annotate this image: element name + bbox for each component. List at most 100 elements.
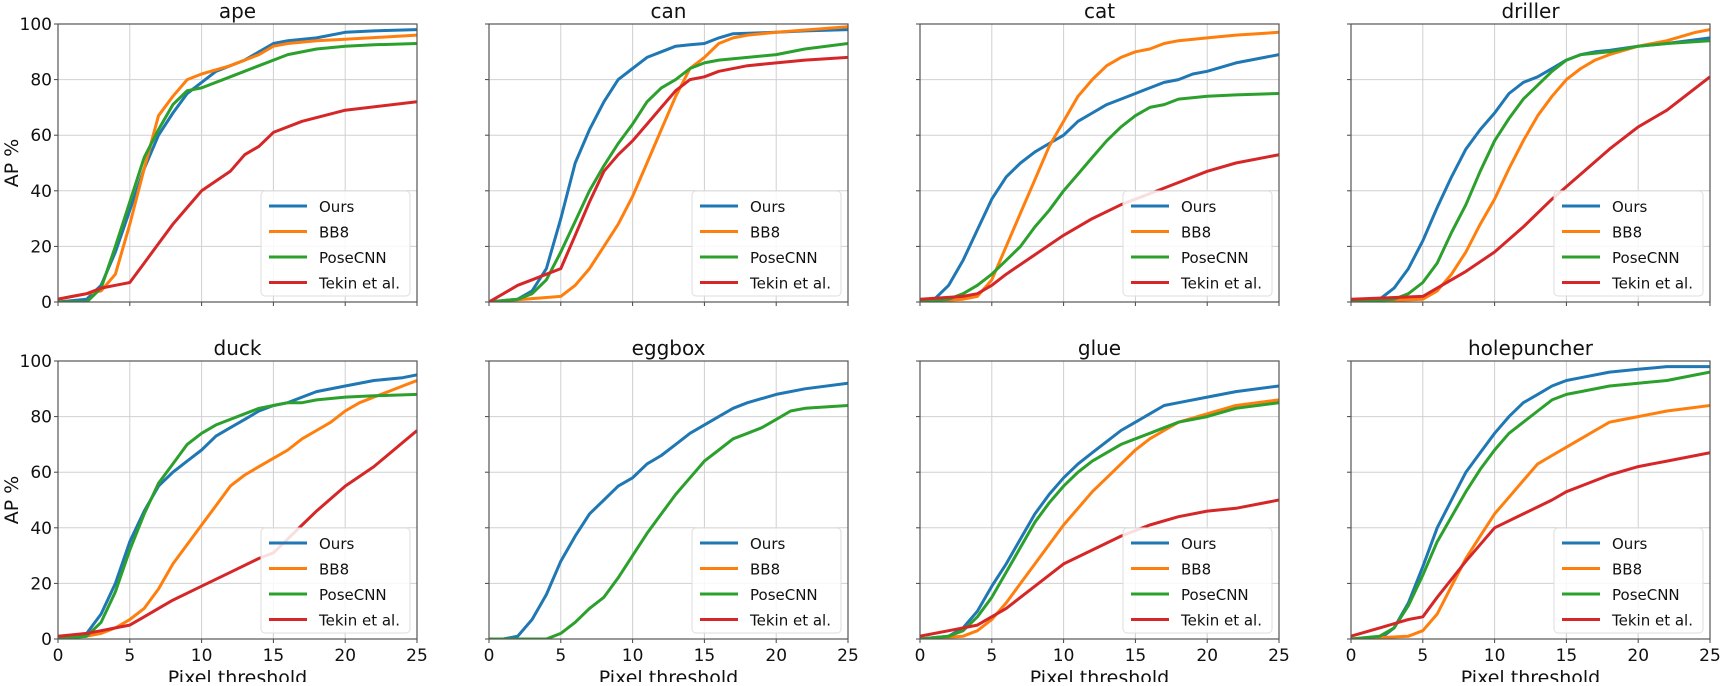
- y-tick-label: 0: [41, 630, 52, 650]
- series-line-ours: [58, 28, 417, 302]
- subplot-holepuncher: holepuncher 0 5 10 15 20 25 Pixel threshold Ours…: [1346, 336, 1721, 686]
- x-tick-label: 20: [334, 646, 356, 666]
- legend-box: [260, 527, 411, 634]
- legend-box: [260, 190, 411, 297]
- legend-box: [1122, 527, 1273, 634]
- axes-frame: [1350, 360, 1711, 640]
- legend-label: Tekin et al.: [1180, 275, 1262, 293]
- legend-box: [1122, 190, 1273, 297]
- series-line-bb8: [1351, 404, 1710, 639]
- x-tick-label: 10: [1053, 646, 1075, 666]
- series-line-ours: [58, 373, 417, 639]
- series-line-bb8: [489, 25, 848, 302]
- legend-label: Ours: [1181, 198, 1216, 216]
- subplot-title: can: [651, 0, 687, 23]
- series-line-posecnn: [58, 42, 417, 302]
- y-tick-label: 0: [41, 293, 52, 313]
- x-tick-label: 15: [694, 646, 716, 666]
- x-tick-label: 25: [837, 646, 859, 666]
- legend-label: Tekin et al.: [749, 612, 831, 630]
- legend: Ours BB8 PoseCNN Tekin et al.: [1122, 190, 1273, 297]
- subplot-glue: glue 0 5 10 15 20 25 Pixel threshold Ours BB8 Pose…: [915, 336, 1290, 686]
- subplot-duck: duck 0 5 10 15 20 25 0 20 40 60 80 100 Pixel threshol…: [1, 336, 428, 686]
- legend-label: PoseCNN: [319, 586, 387, 604]
- y-tick-label: 80: [30, 71, 52, 91]
- subplot-cat: cat Ours BB8 PoseCNN Tekin et al.: [916, 0, 1280, 306]
- y-axis-label: AP %: [1, 476, 23, 525]
- y-tick-label: 20: [30, 574, 52, 594]
- x-axis-label: Pixel threshold: [599, 667, 738, 682]
- legend: Ours BB8 PoseCNN Tekin et al.: [260, 527, 411, 634]
- legend-label: Ours: [1181, 535, 1216, 553]
- subplot-title: cat: [1084, 0, 1115, 23]
- legend-label: BB8: [750, 224, 780, 242]
- legend-box: [691, 527, 842, 634]
- legend-label: Tekin et al.: [749, 275, 831, 293]
- y-tick-label: 40: [30, 519, 52, 539]
- legend-label: Ours: [750, 535, 785, 553]
- legend-label: PoseCNN: [750, 586, 818, 604]
- axes-frame: [919, 23, 1280, 303]
- subplot-title: glue: [1078, 336, 1121, 360]
- x-tick-label: 5: [555, 646, 566, 666]
- x-axis-label: Pixel threshold: [168, 667, 307, 682]
- y-tick-label: 80: [30, 408, 52, 428]
- legend-label: BB8: [1612, 224, 1642, 242]
- legend-label: Ours: [319, 535, 354, 553]
- x-tick-label: 5: [124, 646, 135, 666]
- axes-frame: [1350, 23, 1711, 303]
- y-tick-label: 100: [20, 15, 52, 35]
- x-tick-label: 10: [622, 646, 644, 666]
- legend-label: PoseCNN: [1612, 249, 1680, 267]
- legend-label: Tekin et al.: [1611, 612, 1693, 630]
- x-tick-label: 25: [1699, 646, 1721, 666]
- series-line-tekin-et-al-: [489, 55, 848, 302]
- legend: Ours BB8 PoseCNN Tekin et al.: [1553, 190, 1704, 297]
- x-tick-label: 15: [263, 646, 285, 666]
- legend-label: BB8: [319, 224, 349, 242]
- series-line-ours: [489, 381, 848, 639]
- x-tick-label: 20: [765, 646, 787, 666]
- subplot-title: ape: [219, 0, 256, 23]
- legend-label: Tekin et al.: [318, 275, 400, 293]
- axes-frame: [57, 360, 418, 640]
- series-line-posecnn: [920, 92, 1279, 302]
- series-line-posecnn: [1351, 39, 1710, 302]
- subplot-title: holepuncher: [1468, 336, 1594, 360]
- legend-box: [691, 190, 842, 297]
- subplot-title: eggbox: [632, 336, 706, 360]
- y-axis-label: AP %: [1, 139, 23, 188]
- legend: Ours BB8 PoseCNN Tekin et al.: [691, 527, 842, 634]
- subplot-eggbox: eggbox 0 5 10 15 20 25 Pixel threshold Ours BB8 Po…: [484, 336, 859, 686]
- y-tick-label: 40: [30, 182, 52, 202]
- x-tick-label: 5: [986, 646, 997, 666]
- y-tick-label: 60: [30, 126, 52, 146]
- x-tick-label: 15: [1125, 646, 1147, 666]
- x-axis-label: Pixel threshold: [1461, 667, 1600, 682]
- series-line-posecnn: [1351, 370, 1710, 639]
- subplot-ape: ape 0 20 40 60 80 100 AP % Ours BB8 PoseCNN Tekin e…: [1, 0, 418, 313]
- series-line-bb8: [58, 379, 417, 638]
- x-tick-label: 10: [1484, 646, 1506, 666]
- subplot-title: driller: [1501, 0, 1560, 23]
- legend-label: PoseCNN: [750, 249, 818, 267]
- series-line-posecnn: [58, 392, 417, 639]
- legend-box: [1553, 527, 1704, 634]
- legend-label: PoseCNN: [1181, 586, 1249, 604]
- legend: Ours BB8 PoseCNN Tekin et al.: [260, 190, 411, 297]
- x-tick-label: 25: [1268, 646, 1290, 666]
- legend-label: Ours: [1612, 198, 1647, 216]
- legend-label: Ours: [319, 198, 354, 216]
- series-line-bb8: [920, 30, 1279, 302]
- axes-frame: [488, 360, 849, 640]
- series-line-tekin-et-al-: [1351, 75, 1710, 301]
- legend-label: Tekin et al.: [1611, 275, 1693, 293]
- x-tick-label: 0: [53, 646, 64, 666]
- y-tick-label: 20: [30, 237, 52, 257]
- x-tick-label: 0: [915, 646, 926, 666]
- legend: Ours BB8 PoseCNN Tekin et al.: [1553, 527, 1704, 634]
- x-tick-label: 0: [484, 646, 495, 666]
- y-tick-label: 60: [30, 463, 52, 483]
- series-line-ours: [920, 53, 1279, 302]
